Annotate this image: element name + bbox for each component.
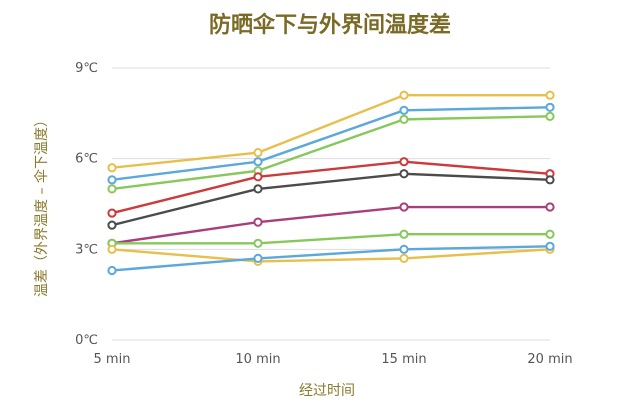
data-point	[107, 175, 117, 185]
data-point	[253, 184, 263, 194]
series-4	[107, 157, 555, 218]
series-line	[111, 205, 550, 245]
series-line	[111, 248, 551, 263]
y-tick-label: 0℃	[75, 333, 98, 348]
data-point	[545, 90, 555, 100]
data-point	[399, 202, 409, 212]
series-line	[111, 93, 550, 169]
data-point	[107, 244, 117, 254]
data-point	[399, 229, 409, 239]
series-line	[111, 160, 551, 215]
data-point	[545, 241, 555, 251]
data-point	[107, 163, 117, 173]
data-point	[545, 102, 555, 112]
data-point	[107, 208, 117, 218]
data-point	[545, 111, 555, 121]
series-1	[107, 90, 555, 173]
data-point	[399, 105, 409, 115]
data-point	[399, 244, 409, 254]
x-axis-ticks: 5 min 10 min 15 min 20 min	[94, 352, 573, 367]
data-point	[107, 184, 117, 194]
data-point	[107, 220, 117, 230]
series-line	[111, 172, 551, 227]
data-point	[399, 90, 409, 100]
y-tick-label: 9℃	[75, 61, 98, 76]
x-tick-label: 10 min	[235, 352, 280, 367]
data-point	[253, 172, 263, 182]
data-point	[107, 265, 117, 276]
data-point	[399, 253, 409, 263]
data-point	[399, 157, 409, 167]
y-tick-label: 6℃	[75, 152, 98, 167]
data-point	[545, 202, 555, 212]
x-axis-label: 经过时间	[299, 383, 355, 399]
data-point	[399, 114, 409, 124]
series-2	[107, 102, 555, 185]
series-line	[111, 245, 551, 272]
series-9	[107, 241, 555, 276]
series-line	[112, 233, 550, 245]
grid	[112, 67, 550, 341]
series-line	[111, 106, 551, 182]
y-axis-label: 温差（外界温度 – 伞下温度）	[33, 113, 50, 297]
series	[107, 90, 555, 276]
data-point	[253, 157, 263, 167]
x-tick-label: 15 min	[381, 352, 426, 367]
series-7	[107, 229, 555, 248]
data-point	[253, 148, 263, 158]
data-point	[399, 169, 409, 179]
data-point	[253, 238, 263, 248]
y-axis-ticks: 0℃ 3℃ 6℃ 9℃	[75, 61, 98, 348]
x-tick-label: 20 min	[527, 352, 572, 367]
data-point	[253, 253, 263, 263]
series-5	[107, 169, 555, 230]
series-line	[111, 115, 551, 191]
chart-title: 防晒伞下与外界间温度差	[209, 12, 451, 38]
x-tick-label: 5 min	[94, 352, 131, 367]
data-point	[545, 229, 555, 239]
data-point	[253, 217, 263, 227]
y-tick-label: 3℃	[75, 242, 98, 257]
data-point	[545, 175, 555, 185]
series-3	[107, 111, 555, 194]
